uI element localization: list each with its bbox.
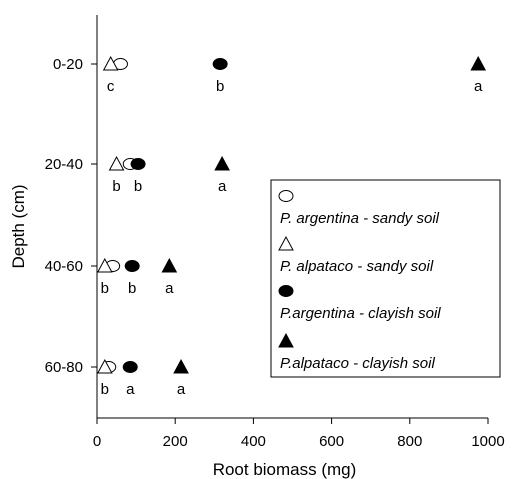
legend-marker xyxy=(278,285,294,297)
y-tick-label: 0-20 xyxy=(53,56,83,73)
point-alpataco-sandy xyxy=(96,257,113,273)
legend-entry-label: P. argentina - sandy soil xyxy=(280,210,440,227)
significance-label: a xyxy=(126,381,135,398)
point-alpataco-sandy xyxy=(96,358,113,374)
legend-marker xyxy=(278,235,294,251)
point-alpataco-clayish xyxy=(214,155,230,171)
legend-entry-label: P.argentina - clayish soil xyxy=(280,305,441,322)
point-alpataco-clayish xyxy=(161,257,178,273)
significance-label: b xyxy=(112,178,120,195)
x-tick-label: 600 xyxy=(319,433,344,450)
x-tick-label: 400 xyxy=(241,433,266,450)
significance-label: b xyxy=(216,78,224,95)
y-tick-label: 60-80 xyxy=(45,359,83,376)
x-tick-label: 1000 xyxy=(471,433,504,450)
point-alpataco-sandy xyxy=(108,155,125,171)
legend-entry-label: P. alpataco - sandy soil xyxy=(280,258,434,275)
x-tick-label: 800 xyxy=(397,433,422,450)
point-alpataco-clayish xyxy=(173,358,189,374)
significance-label: a xyxy=(474,78,483,95)
significance-label: c xyxy=(107,78,115,95)
point-alpataco-sandy xyxy=(102,55,119,71)
legend-box xyxy=(270,179,501,378)
significance-label: a xyxy=(218,178,227,195)
point-argentina-clayish xyxy=(124,260,140,272)
x-axis-title: Root biomass (mg) xyxy=(213,460,357,479)
x-tick-label: 200 xyxy=(163,433,188,450)
significance-label: b xyxy=(101,280,109,297)
x-tick-label: 0 xyxy=(93,433,101,450)
y-tick-label: 40-60 xyxy=(45,258,83,275)
significance-label: b xyxy=(101,381,109,398)
point-alpataco-clayish xyxy=(470,55,487,71)
point-argentina-clayish xyxy=(212,58,228,70)
significance-label: b xyxy=(128,280,136,297)
legend-marker xyxy=(278,190,294,202)
significance-label: a xyxy=(177,381,186,398)
significance-label: b xyxy=(134,178,142,195)
legend-marker xyxy=(278,332,294,348)
y-axis-title: Depth (cm) xyxy=(9,184,28,268)
legend-entry-label: P.alpataco - clayish soil xyxy=(280,355,435,372)
y-tick-label: 20-40 xyxy=(45,156,83,173)
point-argentina-clayish xyxy=(122,361,138,373)
point-argentina-clayish xyxy=(130,158,146,170)
significance-label: a xyxy=(165,280,174,297)
